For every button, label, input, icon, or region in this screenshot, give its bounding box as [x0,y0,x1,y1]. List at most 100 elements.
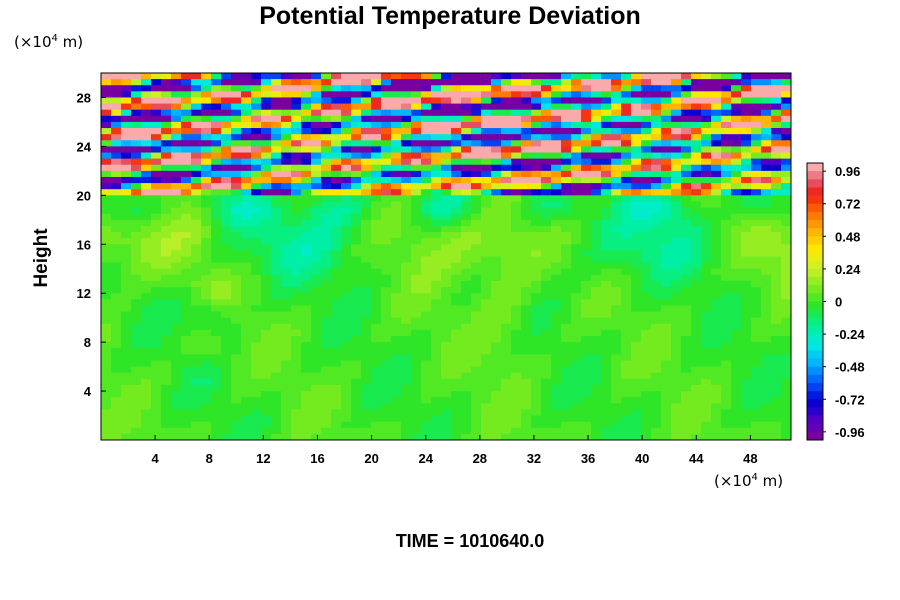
heatmap-cell [201,103,212,111]
heatmap-cell [561,250,572,257]
heatmap-cell [531,287,542,294]
heatmap-cell [191,311,202,319]
heatmap-cell [721,397,732,404]
heatmap-cell [631,189,642,196]
heatmap-cell [451,366,462,374]
heatmap-cell [181,397,192,404]
heatmap-cell [491,384,502,392]
heatmap-cell [421,293,432,300]
heatmap-cell [351,201,362,209]
heatmap-cell [521,348,532,355]
heatmap-cell [421,115,432,123]
heatmap-cell [601,397,612,404]
colorbar-swatch [807,423,823,433]
heatmap-cell [351,409,362,417]
heatmap-cell [201,372,212,380]
heatmap-cell [331,79,342,86]
heatmap-cell [531,427,542,435]
heatmap-cell [591,262,602,270]
heatmap-cell [651,409,662,417]
heatmap-cell [711,213,722,221]
heatmap-cell [191,115,202,123]
heatmap-cell [161,342,172,349]
heatmap-cell [751,280,762,288]
heatmap-cell [261,213,272,221]
heatmap-cell [521,397,532,404]
heatmap-cell [461,287,472,294]
heatmap-cell [381,73,392,80]
heatmap-cell [321,189,332,196]
heatmap-cell [521,415,532,423]
heatmap-cell [361,128,372,135]
heatmap-cell [211,415,222,423]
heatmap-cell [711,232,722,239]
heatmap-cell [581,256,592,264]
heatmap-cell [251,391,262,398]
heatmap-cell [281,280,292,288]
heatmap-cell [231,391,242,398]
heatmap-cell [131,128,142,135]
heatmap-cell [501,128,512,135]
heatmap-cell [381,299,392,306]
heatmap-cell [181,378,192,386]
heatmap-cell [121,433,132,441]
heatmap-cell [111,183,122,190]
heatmap-cell [621,232,632,239]
heatmap-cell [491,176,502,184]
heatmap-cell [671,378,682,386]
heatmap-cell [311,115,322,123]
heatmap-cell [111,384,122,392]
heatmap-cell [301,421,312,429]
heatmap-cell [251,274,262,282]
heatmap-cell [701,409,712,417]
heatmap-cell [701,366,712,374]
heatmap-cell [491,158,502,166]
heatmap-cell [231,146,242,154]
heatmap-cell [511,336,522,343]
heatmap-cell [581,85,592,92]
heatmap-cell [581,427,592,435]
heatmap-cell [131,189,142,196]
heatmap-cell [681,109,692,117]
heatmap-cell [751,342,762,349]
heatmap-cell [201,274,212,282]
heatmap-cell [721,109,732,117]
heatmap-cell [301,262,312,270]
heatmap-cell [621,189,632,196]
heatmap-cell [641,354,652,361]
heatmap-cell [541,372,552,380]
heatmap-cell [521,195,532,202]
heatmap-cell [291,91,302,98]
heatmap-cell [691,109,702,117]
heatmap-cell [511,164,522,172]
heatmap-cell [261,256,272,264]
colorbar-label: -0.96 [835,425,865,440]
heatmap-cell [191,372,202,380]
heatmap-cell [561,109,572,117]
heatmap-cell [251,213,262,221]
heatmap-cell [751,397,762,404]
heatmap-cell [601,305,612,313]
heatmap-cell [241,415,252,423]
heatmap-cell [201,201,212,209]
heatmap-cell [421,219,432,227]
heatmap-cell [451,195,462,202]
heatmap-cell [151,421,162,429]
heatmap-cell [391,195,402,202]
heatmap-cell [371,391,382,398]
heatmap-cell [291,158,302,166]
colorbar-label: 0.72 [835,197,860,212]
heatmap-cell [371,280,382,288]
heatmap-cell [361,354,372,361]
colorbar-swatch [807,260,823,270]
heatmap-cell [101,360,112,368]
heatmap-cell [741,384,752,392]
heatmap-cell [601,103,612,111]
heatmap-cell [141,336,152,343]
heatmap-cell [471,421,482,429]
heatmap-cell [591,121,602,129]
heatmap-cell [561,225,572,233]
heatmap-cell [451,176,462,184]
heatmap-cell [501,280,512,288]
heatmap-cell [361,207,372,215]
